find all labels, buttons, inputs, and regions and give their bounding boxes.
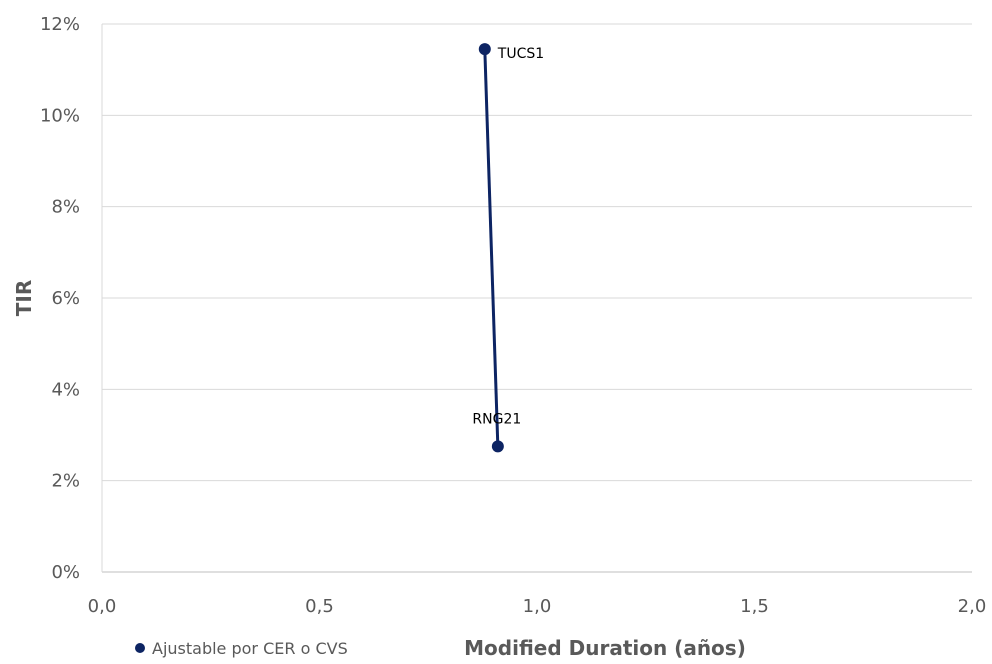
- grid-lines: [101, 23, 972, 573]
- legend-marker: [135, 643, 145, 653]
- legend-label: Ajustable por CER o CVS: [152, 639, 348, 658]
- y-tick-label: 2%: [51, 471, 80, 492]
- series-line: [483, 49, 500, 447]
- x-tick-label: 2,0: [958, 596, 987, 617]
- y-tick-label: 6%: [51, 288, 80, 309]
- y-tick-label: 12%: [40, 14, 80, 35]
- y-tick-label: 4%: [51, 379, 80, 400]
- data-point: [478, 43, 491, 56]
- x-tick-label: 0,5: [305, 596, 334, 617]
- legend: Ajustable por CER o CVS: [135, 639, 348, 658]
- y-tick-label: 10%: [40, 105, 80, 126]
- x-tick-label: 1,0: [523, 596, 552, 617]
- y-tick-label: 8%: [51, 197, 80, 218]
- data-label: RNG21: [472, 411, 521, 427]
- y-axis-title: TIR: [12, 280, 36, 316]
- x-tick-label: 0,0: [88, 596, 117, 617]
- y-tick-label: 0%: [51, 562, 80, 583]
- series-group: TUCS1 RNG21: [472, 43, 544, 453]
- data-label: TUCS1: [497, 46, 544, 62]
- data-point: [491, 440, 504, 453]
- y-tick-labels: 0% 2% 4% 6% 8% 10% 12%: [40, 14, 80, 583]
- x-tick-labels: 0,0 0,5 1,0 1,5 2,0: [88, 596, 987, 617]
- x-tick-label: 1,5: [740, 596, 769, 617]
- x-axis-title: Modified Duration (años): [464, 636, 746, 660]
